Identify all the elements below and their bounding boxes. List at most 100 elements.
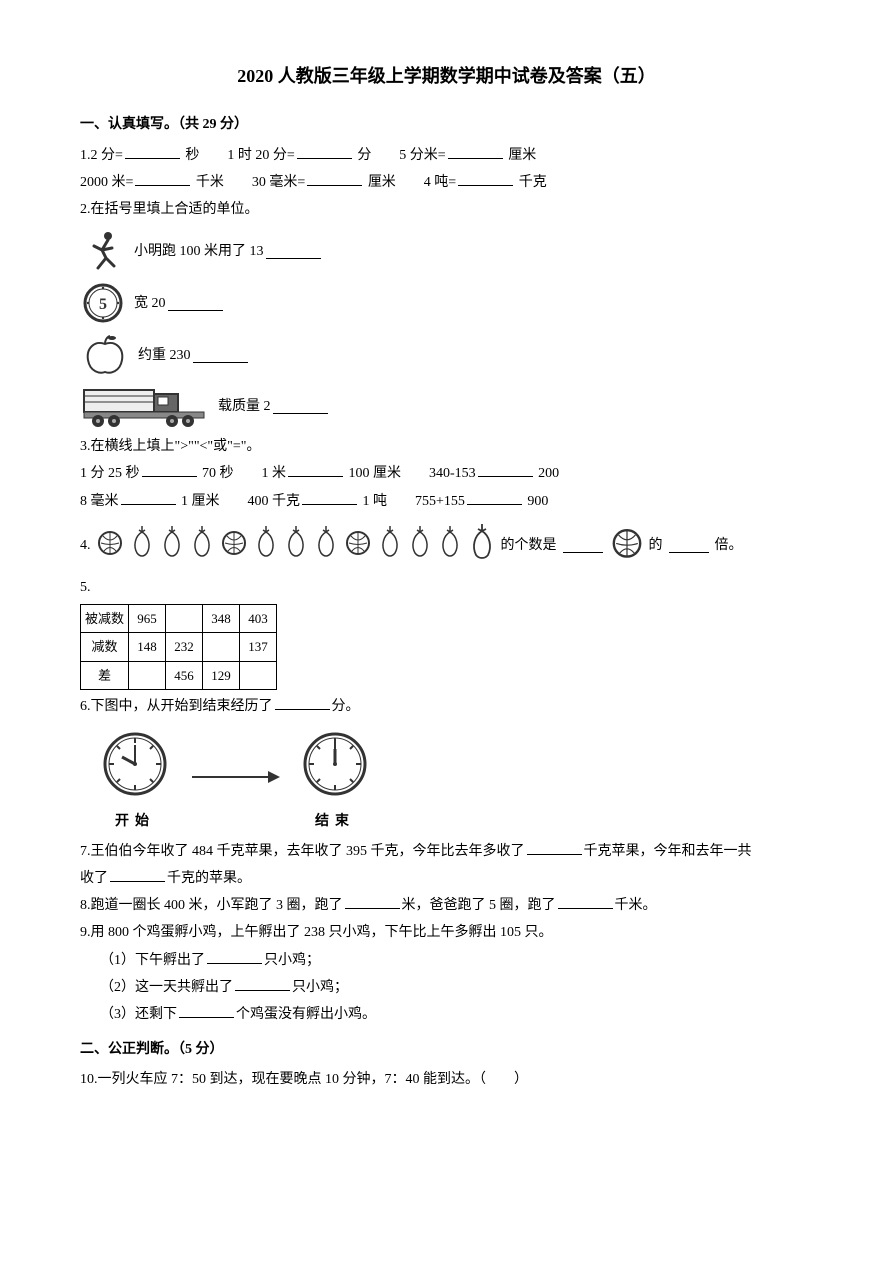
blank[interactable] — [142, 462, 197, 477]
blank[interactable] — [125, 144, 180, 159]
q7-text: 千克苹果，今年和去年一共 — [584, 844, 752, 859]
q9-text: 个鸡蛋没有孵出小鸡。 — [236, 1007, 376, 1022]
q3-text: 100 厘米 340-153 — [349, 466, 476, 481]
q2-b-text: 宽 20 — [134, 291, 166, 316]
q7-line1: 7.王伯伯今年收了 484 千克苹果，去年收了 395 千克，今年比去年多收了 千… — [80, 839, 813, 864]
arrow-icon — [190, 767, 280, 796]
blank[interactable] — [558, 894, 613, 909]
q9-text: （3）还剩下 — [100, 1007, 177, 1022]
clock-icon — [300, 729, 370, 799]
section-1-header: 一、认真填写。（共 29 分） — [80, 112, 813, 137]
q1-text: 分 5 分米= — [357, 148, 445, 163]
cell[interactable] — [166, 605, 203, 633]
eggplant-icon — [407, 524, 433, 567]
eggplant-icon — [467, 522, 497, 569]
blank[interactable] — [193, 348, 248, 363]
q9-lead: 9.用 800 个鸡蛋孵小鸡，上午孵出了 238 只小鸡，下午比上午多孵出 10… — [80, 920, 813, 945]
q7-text: 7.王伯伯今年收了 484 千克苹果，去年收了 395 千克，今年比去年多收了 — [80, 844, 525, 859]
q3-text: 8 毫米 — [80, 494, 119, 509]
eggplant-icon — [253, 524, 279, 567]
q8-text: 千米。 — [615, 898, 657, 913]
q1-text: 厘米 4 吨= — [368, 175, 456, 190]
q2-item-watch: 5 宽 20 — [80, 280, 813, 326]
q6-text1: 6.下图中，从开始到结束经历了 — [80, 699, 273, 714]
q8-line: 8.跑道一圈长 400 米，小军跑了 3 圈，跑了米，爸爸跑了 5 圈，跑了千米… — [80, 893, 813, 918]
q3-text: 1 吨 755+155 — [363, 494, 465, 509]
q2-item-apple: 约重 230 — [80, 332, 813, 378]
blank[interactable] — [235, 976, 290, 991]
q1-text: 秒 1 时 20 分= — [185, 148, 294, 163]
cell: 被减数 — [81, 605, 129, 633]
q7-line2: 收了千克的苹果。 — [80, 866, 813, 891]
blank[interactable] — [288, 462, 343, 477]
q2-d-text: 载质量 2 — [218, 394, 271, 419]
blank[interactable] — [168, 296, 223, 311]
blank[interactable] — [527, 840, 582, 855]
blank[interactable] — [207, 949, 262, 964]
cell: 148 — [129, 633, 166, 661]
cabbage-icon — [219, 526, 249, 565]
eggplant-icon — [189, 524, 215, 567]
blank[interactable] — [179, 1003, 234, 1018]
blank[interactable] — [448, 144, 503, 159]
q2-c-text: 约重 230 — [138, 343, 191, 368]
q1-line1: 1.2 分= 秒 1 时 20 分= 分 5 分米= 厘米 — [80, 143, 813, 168]
cell: 348 — [203, 605, 240, 633]
cell: 137 — [240, 633, 277, 661]
q9-text: 只小鸡； — [264, 953, 320, 968]
q8-text: 8.跑道一圈长 400 米，小军跑了 3 圈，跑了 — [80, 898, 343, 913]
q2-lead: 2.在括号里填上合适的单位。 — [80, 197, 813, 222]
clock-end-label: 结束 — [300, 809, 370, 834]
truck-icon — [80, 384, 210, 428]
q1-text: 千米 30 毫米= — [196, 175, 305, 190]
section-2-header: 二、公正判断。（5 分） — [80, 1037, 813, 1062]
cell: 456 — [166, 661, 203, 689]
eggplant-icon — [159, 524, 185, 567]
q2-item-truck: 载质量 2 — [80, 384, 813, 428]
blank[interactable] — [273, 399, 328, 414]
q3-text: 200 — [538, 466, 559, 481]
q9-p2: （2）这一天共孵出了只小鸡； — [100, 975, 813, 1000]
cell[interactable] — [240, 661, 277, 689]
table-row: 被减数 965 348 403 — [81, 605, 277, 633]
apple-icon — [80, 332, 130, 378]
cell[interactable] — [203, 633, 240, 661]
q9-p1: （1）下午孵出了 只小鸡； — [100, 948, 813, 973]
blank[interactable] — [121, 490, 176, 505]
blank[interactable] — [135, 171, 190, 186]
clock-end: 结束 — [300, 729, 370, 833]
blank[interactable] — [110, 867, 165, 882]
blank[interactable] — [297, 144, 352, 159]
q9-p3: （3）还剩下 个鸡蛋没有孵出小鸡。 — [100, 1002, 813, 1027]
q1-text: 2000 米= — [80, 175, 133, 190]
q3-row2: 8 毫米 1 厘米 400 千克 1 吨 755+155 900 — [80, 489, 813, 514]
cell: 差 — [81, 661, 129, 689]
q4-mid: 的个数是 — [501, 533, 557, 558]
blank[interactable] — [302, 490, 357, 505]
table-row: 差 456 129 — [81, 661, 277, 689]
blank[interactable] — [266, 244, 321, 259]
q4-tail2: 的 — [649, 533, 663, 558]
blank[interactable] — [275, 695, 330, 710]
q9-text: （1）下午孵出了 — [100, 953, 205, 968]
eggplant-icon — [377, 524, 403, 567]
q5-table: 被减数 965 348 403 减数 148 232 137 差 456 129 — [80, 604, 277, 690]
cell: 965 — [129, 605, 166, 633]
blank[interactable] — [669, 538, 709, 553]
cell: 232 — [166, 633, 203, 661]
q1-line2: 2000 米= 千米 30 毫米= 厘米 4 吨= 千克 — [80, 170, 813, 195]
blank[interactable] — [563, 538, 603, 553]
q9-text: 只小鸡； — [292, 980, 348, 995]
cabbage-icon — [343, 526, 373, 565]
blank[interactable] — [478, 462, 533, 477]
q2-a-text: 小明跑 100 米用了 13 — [134, 239, 264, 264]
cell: 403 — [240, 605, 277, 633]
page-title: 2020 人教版三年级上学期数学期中试卷及答案（五） — [80, 60, 813, 92]
blank[interactable] — [467, 490, 522, 505]
blank[interactable] — [458, 171, 513, 186]
blank[interactable] — [307, 171, 362, 186]
blank[interactable] — [345, 894, 400, 909]
q6-line: 6.下图中，从开始到结束经历了 分。 — [80, 694, 813, 719]
cell[interactable] — [129, 661, 166, 689]
q6-text2: 分。 — [332, 699, 360, 714]
